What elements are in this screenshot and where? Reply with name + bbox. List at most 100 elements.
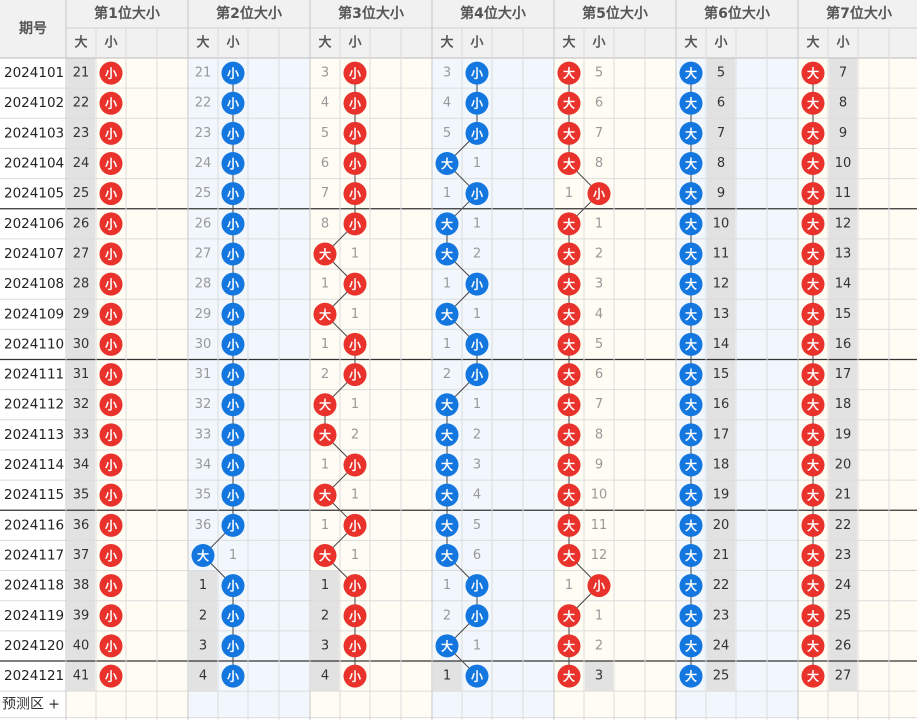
miss-count: 8	[321, 216, 329, 231]
big-ball	[313, 483, 337, 507]
small-ball-label: 小	[227, 488, 239, 503]
header-bg	[0, 0, 917, 58]
big-ball-label: 大	[685, 216, 697, 231]
big-ball-label: 大	[685, 518, 697, 533]
small-ball	[343, 61, 367, 85]
big-ball-label: 大	[685, 246, 697, 261]
miss-count: 14	[713, 337, 730, 352]
big-ball-label: 大	[563, 518, 575, 533]
miss-count: 20	[835, 458, 852, 473]
big-ball	[801, 664, 825, 688]
miss-count: 5	[443, 126, 451, 141]
period-cell: 2024113	[4, 427, 64, 443]
miss-count: 2	[595, 638, 603, 653]
miss-count: 1	[321, 578, 329, 593]
small-header: 小	[592, 36, 605, 51]
period-cell: 2024104	[4, 156, 64, 172]
big-ball	[801, 242, 825, 266]
miss-count: 38	[73, 578, 90, 593]
big-ball	[801, 121, 825, 145]
small-ball-label: 小	[349, 337, 361, 352]
big-ball	[435, 152, 459, 176]
small-ball-label: 小	[105, 246, 117, 261]
small-ball-label: 小	[593, 186, 605, 201]
big-ball-label: 大	[441, 397, 453, 412]
big-ball	[557, 61, 581, 85]
miss-count: 3	[321, 638, 329, 653]
big-ball	[801, 212, 825, 236]
small-ball	[221, 634, 245, 658]
small-ball	[465, 363, 489, 387]
position-header: 第4位大小	[460, 5, 526, 22]
big-ball	[557, 393, 581, 417]
big-ball-label: 大	[685, 397, 697, 412]
small-ball	[343, 664, 367, 688]
small-ball	[343, 182, 367, 206]
small-ball-label: 小	[471, 578, 483, 593]
plus-icon[interactable]: +	[48, 697, 60, 713]
period-cell: 2024110	[4, 336, 64, 352]
small-ball	[465, 182, 489, 206]
small-ball-label: 小	[349, 367, 361, 382]
miss-count: 5	[321, 126, 329, 141]
big-ball	[801, 513, 825, 537]
miss-count: 14	[835, 277, 852, 292]
miss-count: 28	[73, 277, 90, 292]
miss-count: 1	[351, 246, 359, 261]
small-ball-label: 小	[105, 458, 117, 473]
miss-count: 29	[73, 307, 90, 322]
small-ball	[99, 61, 123, 85]
small-ball-label: 小	[349, 608, 361, 623]
small-ball-label: 小	[227, 186, 239, 201]
miss-count: 23	[195, 126, 212, 141]
miss-count: 1	[473, 307, 481, 322]
small-ball-label: 小	[105, 216, 117, 231]
miss-count: 26	[835, 638, 852, 653]
small-ball-label: 小	[227, 608, 239, 623]
big-header: 大	[440, 35, 453, 51]
small-ball-label: 小	[227, 458, 239, 473]
miss-count: 1	[321, 518, 329, 533]
big-header: 大	[684, 35, 697, 51]
small-ball-label: 小	[227, 578, 239, 593]
small-ball	[99, 513, 123, 537]
miss-count: 26	[73, 216, 90, 231]
big-ball-label: 大	[563, 638, 575, 653]
miss-count: 7	[595, 397, 603, 412]
miss-count: 21	[713, 548, 730, 563]
big-header: 大	[74, 35, 87, 51]
big-ball	[557, 604, 581, 628]
big-ball-label: 大	[807, 397, 819, 412]
period-cell: 2024112	[4, 397, 64, 413]
miss-count: 9	[595, 458, 603, 473]
small-ball-label: 小	[105, 337, 117, 352]
small-ball-label: 小	[471, 367, 483, 382]
miss-count: 8	[839, 96, 847, 111]
miss-count: 1	[443, 578, 451, 593]
big-ball	[557, 121, 581, 145]
miss-count: 16	[835, 337, 852, 352]
miss-count: 1	[443, 277, 451, 292]
miss-count: 22	[73, 96, 90, 111]
position-header: 第7位大小	[826, 5, 892, 22]
small-ball	[99, 453, 123, 477]
small-ball-label: 小	[105, 548, 117, 563]
small-ball	[99, 574, 123, 598]
big-ball-label: 大	[685, 638, 697, 653]
small-ball	[465, 121, 489, 145]
big-ball	[801, 543, 825, 567]
miss-count: 11	[835, 186, 852, 201]
small-ball	[99, 272, 123, 296]
big-ball	[313, 393, 337, 417]
miss-count: 24	[713, 638, 730, 653]
miss-count: 1	[351, 397, 359, 412]
big-ball	[557, 453, 581, 477]
big-ball	[557, 212, 581, 236]
small-ball	[221, 453, 245, 477]
big-ball-label: 大	[807, 337, 819, 352]
position-header: 第3位大小	[338, 5, 404, 22]
miss-count: 4	[473, 488, 481, 503]
small-ball-label: 小	[227, 96, 239, 111]
miss-streak	[585, 661, 613, 692]
big-ball	[435, 543, 459, 567]
